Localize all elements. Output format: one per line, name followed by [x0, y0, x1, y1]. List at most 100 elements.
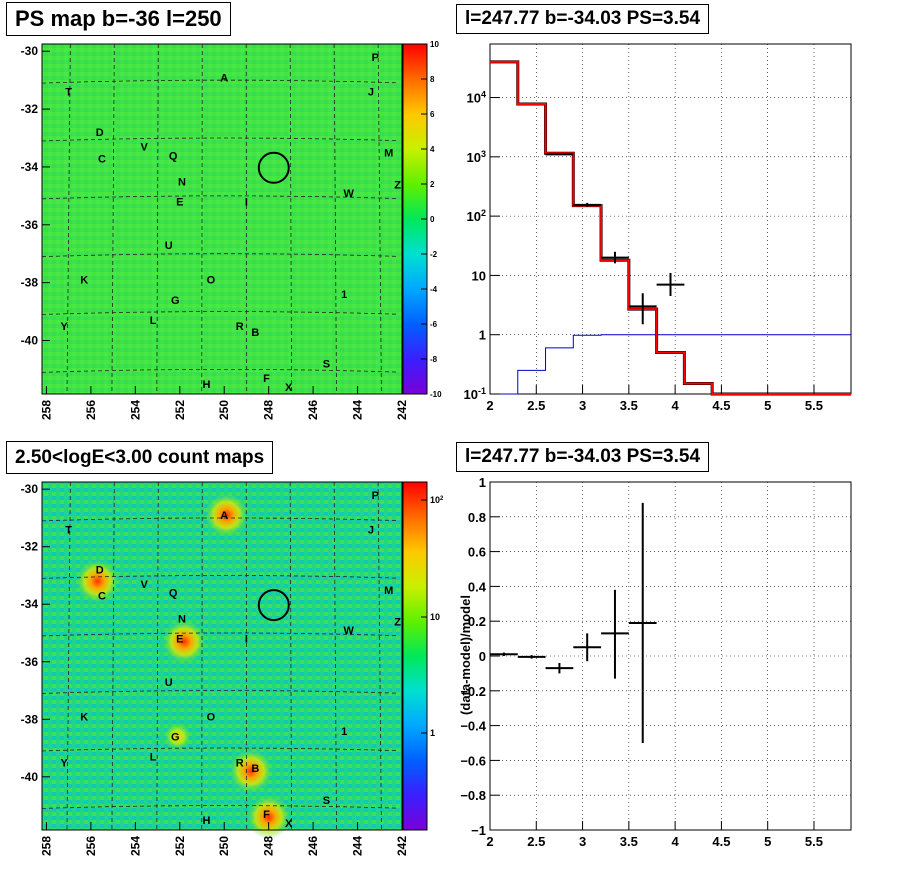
source-label: E [176, 634, 183, 646]
ps-map-image [42, 44, 402, 394]
longitude-line [156, 43, 159, 395]
y-tick-label: -36 [21, 218, 39, 232]
source-label: Y [61, 321, 69, 333]
y-tick-label: -34 [21, 160, 39, 174]
y-tick-label: 102 [467, 208, 486, 224]
colorbar-tick-label: 4 [430, 145, 435, 154]
x-tick-label: 5.5 [805, 398, 823, 413]
source-label: C [98, 153, 106, 165]
source-label: 1 [341, 289, 347, 301]
x-tick-label: 244 [351, 836, 365, 856]
count-map-image [42, 482, 402, 830]
source-label: F [263, 373, 270, 385]
source-label: Z [394, 616, 401, 628]
source-label: 1 [341, 726, 347, 738]
y-tick-label: -32 [21, 102, 39, 116]
y-tick-label: -40 [21, 333, 39, 347]
x-tick-label: 258 [39, 400, 53, 420]
latitude-line [41, 690, 398, 694]
source-label: V [141, 579, 149, 591]
ps-colorbar-ticks: 10 8 6 4 2 0 -2 -4 -6 -8 -10 [421, 40, 442, 399]
spectrum-title: l=247.77 b=-34.03 PS=3.54 [456, 4, 710, 34]
residual-y-ticks: 1 0.8 0.6 0.4 0.2 0 −0.2 −0.4 −0.6 −0.8 −1 [460, 475, 500, 838]
y-tick-label: -38 [21, 712, 39, 726]
x-tick-label: 3.5 [620, 398, 638, 413]
count-colorbar [402, 481, 428, 831]
source-label: X [285, 382, 293, 394]
longitude-line [289, 481, 293, 831]
x-tick-label: 3.5 [620, 834, 638, 849]
spectrum-x-ticks: 2 2.5 3 3.5 4 4.5 5 5.5 [486, 385, 823, 413]
source-label: T [65, 524, 72, 536]
count-map-x-ticks: 258 256 254 252 250 248 246 244 242 [39, 822, 409, 856]
y-tick-label: 10 [472, 268, 486, 283]
colorbar-tick-label: 1 [430, 728, 435, 738]
x-tick-label: 3 [579, 398, 586, 413]
bright-source-glow [204, 493, 249, 538]
count-map-source-labels: P A T J D V M Q C N Z W E I U K O 1 G L Y R B S F H X [61, 490, 402, 830]
colorbar-tick-label: -8 [430, 355, 438, 364]
x-tick-label: 242 [395, 400, 409, 420]
x-tick-label: 244 [351, 400, 365, 420]
x-tick-label: 258 [39, 836, 53, 856]
x-tick-label: 256 [84, 836, 98, 856]
spectrum-data-points [545, 153, 685, 325]
source-label: G [171, 732, 180, 744]
residual-y-axis-label: (data-model)/model [458, 595, 473, 715]
count-position-circle [257, 589, 290, 622]
count-colorbar-ticks: 102 10 1 [421, 495, 444, 738]
colorbar-tick-label: 8 [430, 75, 435, 84]
source-label: B [251, 327, 259, 339]
latitude-line [41, 368, 398, 373]
count-map-title: 2.50<logE<3.00 count maps [6, 441, 274, 474]
colorbar-tick-label: 102 [430, 495, 444, 505]
y-tick-label: 0.4 [468, 579, 487, 594]
source-label: Y [61, 757, 69, 769]
source-label: U [165, 677, 173, 689]
x-tick-label: 250 [217, 400, 231, 420]
residual-data-points [490, 502, 657, 743]
source-label: K [80, 275, 88, 287]
ps-map-title: PS map b=-36 l=250 [6, 2, 231, 36]
y-tick-label: −1 [471, 823, 486, 838]
latitude-line [41, 137, 398, 142]
longitude-line [66, 43, 71, 395]
y-tick-label: 1 [479, 328, 486, 343]
y-tick-label: 0 [479, 649, 486, 664]
latitude-line [41, 805, 398, 809]
ps-map-x-ticks: 258 256 254 252 250 248 246 244 242 [39, 386, 409, 420]
x-tick-label: 254 [128, 400, 142, 420]
x-tick-label: 4 [672, 398, 680, 413]
residual-x-ticks: 2 2.5 3 3.5 4 4.5 5 5.5 [486, 821, 823, 849]
source-label: G [171, 295, 180, 307]
source-label: V [141, 142, 149, 154]
x-tick-label: 248 [262, 836, 276, 856]
source-label: H [202, 815, 210, 827]
longitude-line [156, 481, 159, 831]
bright-source-glow [246, 795, 291, 840]
source-label: W [343, 188, 354, 200]
latitude-line [41, 575, 398, 579]
latitude-line [41, 747, 398, 752]
source-label: M [384, 147, 393, 159]
latitude-line [41, 517, 398, 522]
x-tick-label: 2.5 [527, 398, 545, 413]
source-label: P [372, 490, 379, 502]
y-tick-label: -34 [21, 597, 39, 611]
y-tick-label: -38 [21, 276, 39, 290]
x-tick-label: 248 [262, 400, 276, 420]
y-tick-label: 1 [479, 475, 486, 490]
colorbar-tick-label: -2 [430, 250, 438, 259]
source-label: I [245, 197, 248, 209]
source-label: O [207, 275, 216, 287]
x-tick-label: 5 [764, 398, 771, 413]
colorbar-tick-label: 0 [430, 215, 435, 224]
x-tick-label: 3 [579, 834, 586, 849]
y-tick-label: −0.4 [460, 719, 486, 734]
longitude-line [377, 481, 382, 831]
source-label: A [220, 72, 228, 84]
source-label: O [207, 711, 216, 723]
